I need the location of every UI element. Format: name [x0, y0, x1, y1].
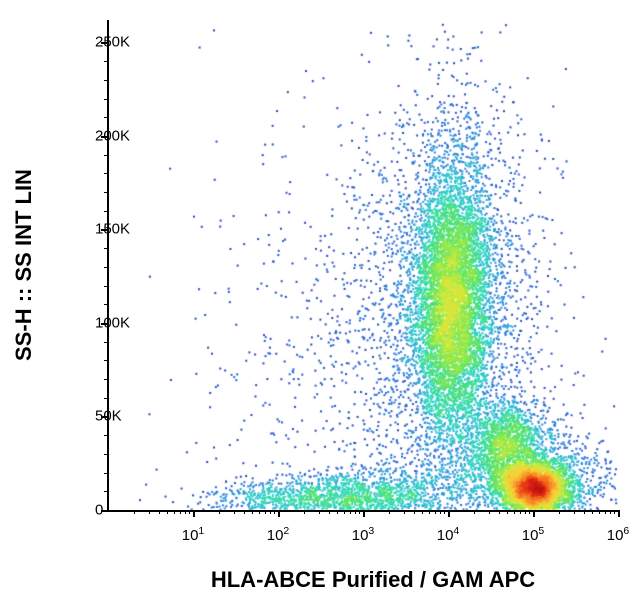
x-minor-tick	[440, 510, 441, 514]
y-minor-tick	[104, 398, 108, 399]
x-minor-tick	[610, 510, 611, 514]
y-minor-tick	[104, 267, 108, 268]
x-minor-tick	[185, 510, 186, 514]
x-minor-tick	[529, 510, 530, 514]
x-minor-tick	[592, 510, 593, 514]
y-minor-tick	[104, 117, 108, 118]
x-minor-tick	[174, 510, 175, 514]
x-tick-label: 101	[182, 527, 205, 544]
x-minor-tick	[404, 510, 405, 514]
y-axis-label: SS-H :: SS INT LIN	[11, 169, 37, 361]
x-minor-tick	[234, 510, 235, 514]
y-minor-tick	[104, 248, 108, 249]
y-minor-tick	[104, 99, 108, 100]
y-minor-tick	[104, 454, 108, 455]
y-axis-line	[107, 20, 109, 511]
x-minor-tick	[180, 510, 181, 514]
x-minor-tick	[259, 510, 260, 514]
x-minor-tick	[344, 510, 345, 514]
x-tick-label: 105	[522, 527, 545, 544]
x-tick-label: 102	[267, 527, 290, 544]
x-tick-label: 103	[352, 527, 375, 544]
y-minor-tick	[104, 286, 108, 287]
y-minor-tick	[104, 473, 108, 474]
x-minor-tick	[474, 510, 475, 514]
x-minor-tick	[574, 510, 575, 514]
x-minor-tick	[304, 510, 305, 514]
y-minor-tick	[104, 61, 108, 62]
x-tick	[618, 510, 620, 517]
x-minor-tick	[270, 510, 271, 514]
x-minor-tick	[219, 510, 220, 514]
x-axis-label: HLA-ABCE Purified / GAM APC	[211, 567, 535, 593]
x-minor-tick	[444, 510, 445, 514]
x-minor-tick	[329, 510, 330, 514]
x-minor-tick	[134, 510, 135, 514]
x-tick-label: 104	[437, 527, 460, 544]
x-minor-tick	[319, 510, 320, 514]
x-minor-tick	[359, 510, 360, 514]
x-minor-tick	[244, 510, 245, 514]
y-minor-tick	[104, 491, 108, 492]
x-minor-tick	[599, 510, 600, 514]
y-minor-tick	[104, 379, 108, 380]
chart-container: SS-H :: SS INT LIN HLA-ABCE Purified / G…	[0, 0, 640, 599]
x-minor-tick	[189, 510, 190, 514]
x-minor-tick	[507, 510, 508, 514]
x-minor-tick	[252, 510, 253, 514]
x-tick	[193, 510, 195, 517]
x-tick	[278, 510, 280, 517]
plot-area	[108, 20, 618, 510]
x-minor-tick	[605, 510, 606, 514]
y-minor-tick	[104, 80, 108, 81]
x-minor-tick	[514, 510, 515, 514]
x-minor-tick	[559, 510, 560, 514]
y-minor-tick	[104, 211, 108, 212]
x-minor-tick	[265, 510, 266, 514]
x-minor-tick	[520, 510, 521, 514]
x-minor-tick	[489, 510, 490, 514]
x-minor-tick	[149, 510, 150, 514]
y-minor-tick	[104, 192, 108, 193]
x-tick	[533, 510, 535, 517]
x-minor-tick	[499, 510, 500, 514]
y-minor-tick	[104, 360, 108, 361]
x-minor-tick	[389, 510, 390, 514]
x-minor-tick	[414, 510, 415, 514]
x-minor-tick	[355, 510, 356, 514]
x-tick	[448, 510, 450, 517]
y-minor-tick	[104, 173, 108, 174]
x-minor-tick	[350, 510, 351, 514]
density-canvas	[108, 20, 618, 510]
x-minor-tick	[159, 510, 160, 514]
x-tick	[363, 510, 365, 517]
x-minor-tick	[525, 510, 526, 514]
x-minor-tick	[422, 510, 423, 514]
x-tick-label: 106	[607, 527, 630, 544]
x-minor-tick	[429, 510, 430, 514]
x-minor-tick	[435, 510, 436, 514]
y-minor-tick	[104, 155, 108, 156]
y-minor-tick	[104, 435, 108, 436]
y-minor-tick	[104, 342, 108, 343]
x-minor-tick	[614, 510, 615, 514]
x-minor-tick	[274, 510, 275, 514]
x-minor-tick	[167, 510, 168, 514]
x-minor-tick	[584, 510, 585, 514]
x-minor-tick	[337, 510, 338, 514]
y-minor-tick	[104, 304, 108, 305]
